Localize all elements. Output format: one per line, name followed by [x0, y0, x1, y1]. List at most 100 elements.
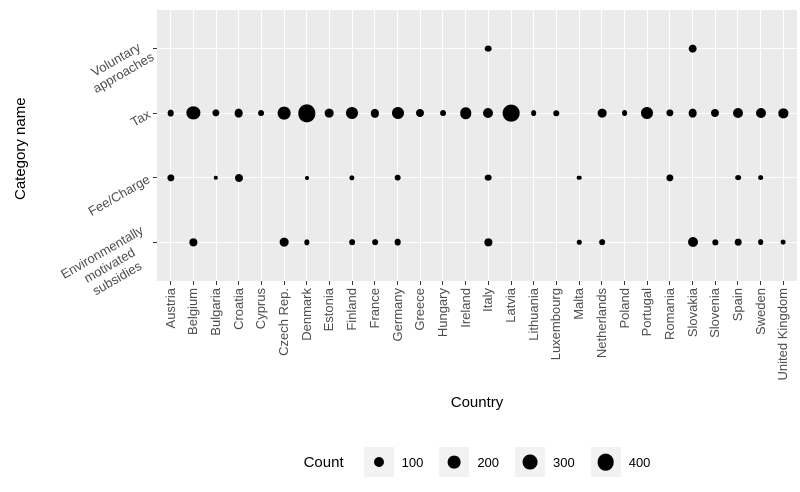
x-axis-label: Slovakia [684, 288, 700, 338]
data-point [372, 239, 378, 246]
x-axis-label: United Kingdom [775, 288, 791, 381]
data-point [757, 174, 764, 181]
data-point [576, 175, 582, 181]
x-axis-label: Spain [729, 288, 745, 322]
vertical-gridline [692, 10, 694, 281]
vertical-gridline [215, 10, 217, 281]
x-axis-tick [283, 281, 285, 285]
vertical-gridline [737, 10, 739, 281]
x-axis-tick [692, 281, 694, 285]
x-axis-label: Croatia [230, 288, 246, 330]
data-point [440, 110, 446, 117]
x-axis-tick [782, 281, 784, 285]
x-axis-tick [737, 281, 739, 285]
legend-value: 400 [628, 454, 651, 470]
vertical-gridline [260, 10, 262, 281]
vertical-gridline [306, 10, 308, 281]
data-point [304, 239, 310, 245]
y-axis-label: Voluntary approaches [88, 39, 157, 96]
vertical-gridline [465, 10, 467, 281]
data-point [778, 108, 789, 118]
vertical-gridline [328, 10, 330, 281]
data-point [416, 109, 425, 118]
y-axis-tick [153, 241, 157, 243]
data-point [688, 108, 697, 118]
legend-value: 200 [477, 454, 500, 470]
x-axis-label: Luxembourg [548, 288, 564, 361]
x-axis-label: Belgium [185, 288, 201, 335]
data-point [597, 108, 607, 118]
data-point [277, 106, 291, 120]
vertical-gridline [487, 10, 489, 281]
data-point [734, 238, 742, 246]
x-axis-tick [646, 281, 648, 285]
x-axis-tick [328, 281, 330, 285]
x-axis-tick [238, 281, 240, 285]
data-point [502, 104, 520, 122]
data-point [459, 107, 472, 119]
x-axis-label: Latvia [503, 288, 519, 323]
x-axis-label: Malta [571, 288, 587, 320]
data-point [687, 237, 698, 248]
data-point [732, 108, 743, 119]
x-axis-tick [669, 281, 671, 285]
y-axis-label: Fee/Charge [85, 171, 153, 219]
x-axis-label: Portugal [639, 288, 655, 337]
data-point [641, 107, 654, 120]
data-point [349, 175, 355, 181]
x-axis-label: Lithuania [525, 288, 541, 341]
vertical-gridline [624, 10, 626, 281]
x-axis-tick [465, 281, 467, 285]
x-axis-label: Poland [616, 288, 632, 329]
vertical-gridline [238, 10, 240, 281]
data-point [484, 238, 492, 246]
x-axis-title: Country [450, 394, 504, 411]
data-point [304, 175, 309, 180]
x-axis-label: Netherlands [593, 288, 609, 359]
legend-value: 300 [553, 454, 575, 470]
x-axis-label: Germany [389, 288, 405, 342]
x-axis-tick [397, 281, 399, 285]
x-axis-label: Greece [412, 288, 428, 331]
data-point [279, 237, 289, 247]
data-point [213, 175, 219, 180]
x-axis-label: Sweden [752, 288, 768, 335]
x-axis-label: Austria [162, 288, 178, 329]
x-axis-label: Romania [661, 288, 677, 341]
legend-key [590, 447, 621, 477]
data-point [780, 239, 786, 245]
data-point [621, 110, 628, 117]
data-point [186, 106, 200, 120]
x-axis-label: Cyprus [253, 288, 269, 330]
vertical-gridline [442, 10, 444, 281]
x-axis-tick [374, 281, 376, 285]
legend-item: 400 [590, 447, 651, 477]
x-axis-tick [442, 281, 444, 285]
data-point [688, 44, 697, 54]
legend-dot [447, 455, 461, 469]
x-axis-tick [215, 281, 217, 285]
vertical-gridline [170, 10, 172, 281]
x-axis-tick [192, 281, 194, 285]
legend-dot [522, 454, 538, 470]
data-point [346, 107, 359, 120]
data-point [712, 239, 718, 245]
x-axis-tick [351, 281, 353, 285]
y-axis-tick [153, 177, 157, 179]
data-point [212, 109, 220, 117]
data-point [189, 238, 197, 246]
vertical-gridline [510, 10, 512, 281]
vertical-gridline [533, 10, 535, 281]
x-axis-label: Finland [344, 288, 360, 331]
x-axis-label: Czech Rep. [276, 288, 292, 356]
data-point [234, 173, 243, 182]
x-axis-label: Denmark [298, 288, 314, 341]
data-point [258, 110, 265, 117]
horizontal-gridline [157, 112, 797, 114]
vertical-gridline [283, 10, 285, 281]
y-axis-label: Tax [127, 106, 153, 130]
x-axis-label: Ireland [457, 288, 473, 328]
data-point [394, 174, 401, 182]
vertical-gridline [646, 10, 648, 281]
